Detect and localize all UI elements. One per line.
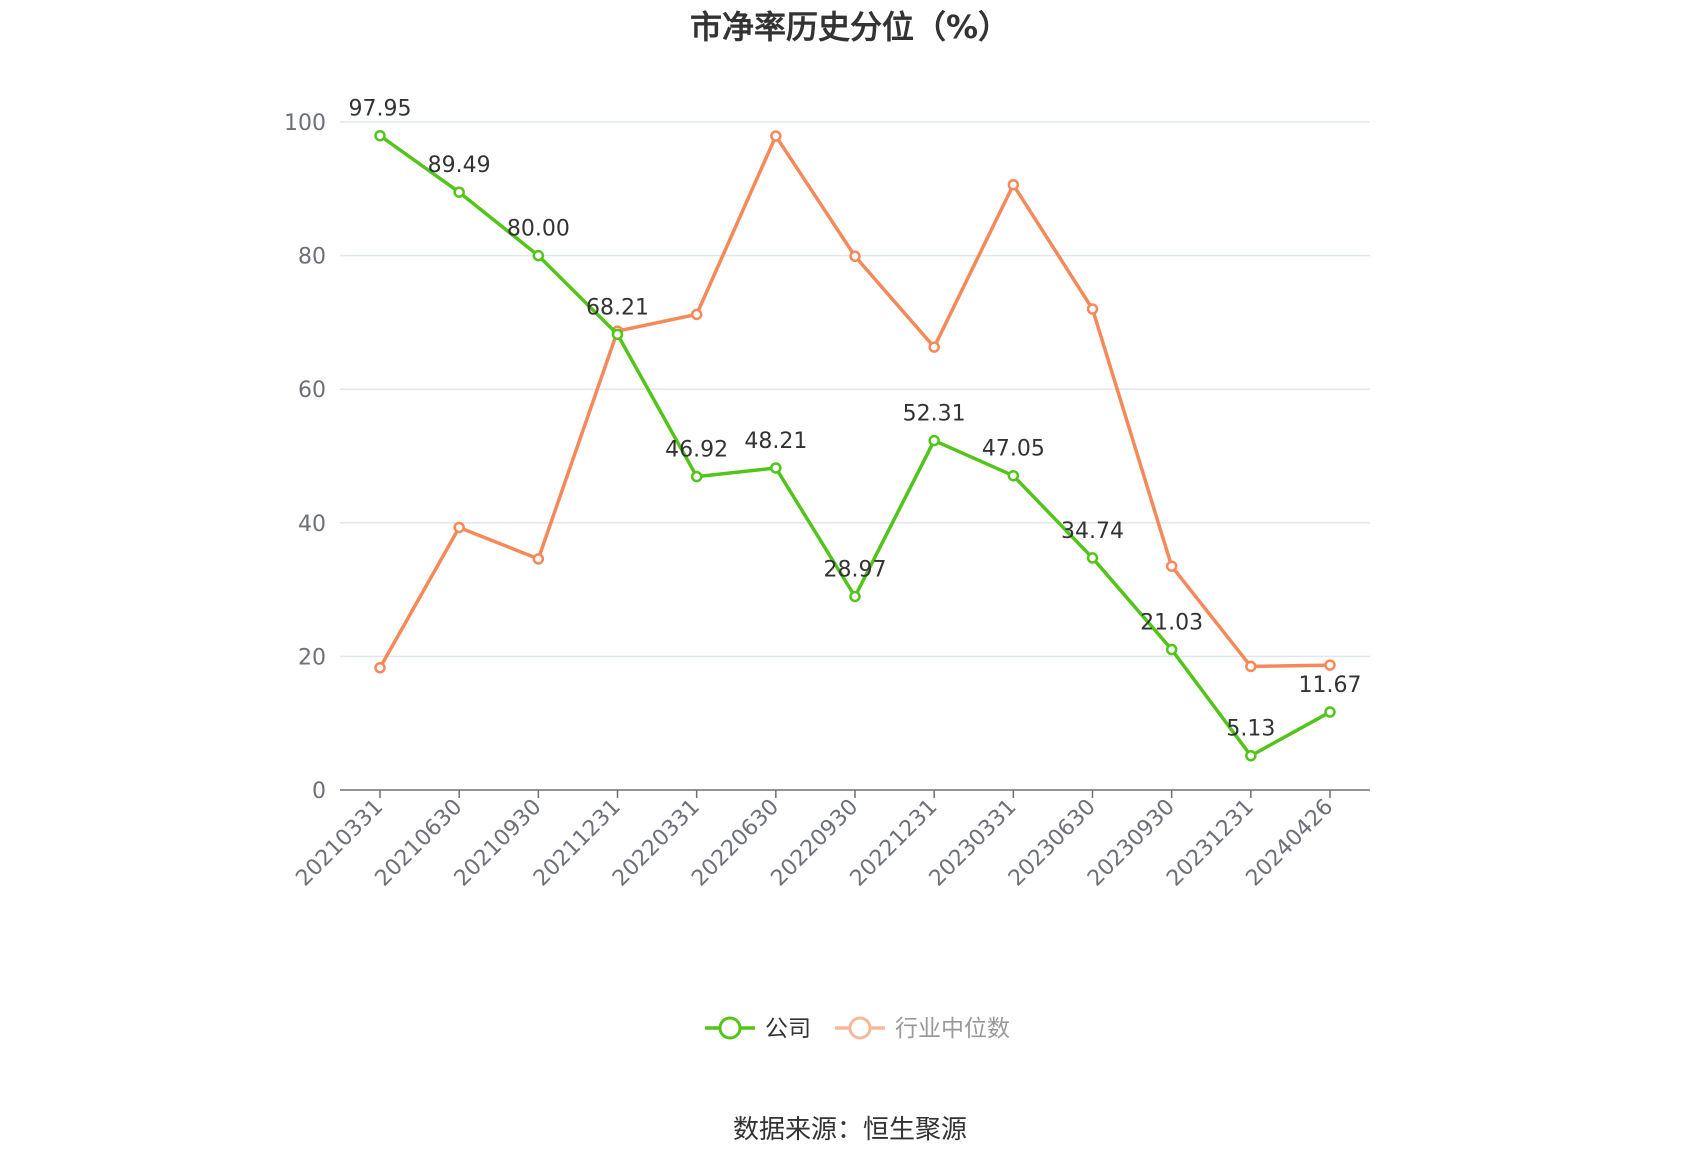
data-point[interactable]	[532, 553, 545, 565]
y-tick-label: 60	[298, 378, 326, 403]
y-tick-label: 100	[284, 111, 326, 136]
data-point[interactable]	[928, 434, 940, 447]
y-tick-label: 40	[298, 512, 326, 537]
series-1	[374, 130, 1336, 674]
data-label: 11.67	[1299, 673, 1362, 698]
data-point[interactable]	[611, 328, 624, 341]
legend-label: 公司	[765, 1016, 811, 1042]
data-label: 5.13	[1226, 717, 1275, 742]
series-0	[374, 129, 1336, 762]
legend-label: 行业中位数	[895, 1016, 1010, 1042]
data-point[interactable]	[849, 590, 861, 603]
data-label: 68.21	[586, 295, 649, 320]
data-label: 97.95	[349, 97, 412, 122]
data-label: 89.49	[428, 153, 491, 178]
legend[interactable]: 公司 行业中位数	[705, 1016, 1010, 1042]
data-source-note: 数据来源：恒生聚源	[733, 1115, 967, 1145]
legend-item[interactable]: 公司	[705, 1016, 811, 1042]
data-point[interactable]	[453, 521, 465, 534]
x-axis: 2021033120210630202109302021123120220331…	[291, 789, 1370, 891]
legend-item[interactable]: 行业中位数	[835, 1016, 1010, 1042]
data-label: 28.97	[824, 557, 887, 582]
data-point[interactable]	[770, 130, 782, 142]
data-point[interactable]	[1165, 560, 1178, 572]
legend-marker	[848, 1016, 872, 1040]
data-point[interactable]	[1324, 659, 1336, 671]
data-labels: 97.95 89.49 80.00 68.21 46.92 48.21 28.97 52.31…	[349, 97, 1362, 742]
data-label: 80.00	[507, 217, 570, 242]
data-point[interactable]	[374, 662, 386, 674]
data-label: 48.21	[744, 429, 807, 454]
legend-marker	[718, 1016, 742, 1040]
data-point[interactable]	[532, 249, 545, 262]
data-point[interactable]	[849, 250, 861, 263]
data-label: 34.74	[1061, 519, 1124, 544]
data-point[interactable]	[690, 470, 703, 483]
data-point[interactable]	[1086, 303, 1099, 315]
data-point[interactable]	[1165, 643, 1178, 656]
y-tick-label: 0	[312, 779, 326, 804]
y-axis: 0 20 40 60 80 100	[284, 111, 326, 804]
data-point[interactable]	[453, 186, 465, 198]
data-label: 52.31	[903, 402, 966, 427]
data-point[interactable]	[1324, 706, 1336, 718]
data-point[interactable]	[928, 341, 940, 353]
data-point[interactable]	[1245, 660, 1257, 673]
data-point[interactable]	[1007, 469, 1020, 482]
data-point[interactable]	[374, 129, 386, 142]
series-lines	[374, 129, 1336, 762]
grid-lines	[340, 121, 1370, 658]
data-label: 21.03	[1140, 611, 1203, 636]
data-point[interactable]	[1086, 552, 1099, 564]
data-point[interactable]	[770, 462, 782, 474]
data-point[interactable]	[1245, 749, 1257, 762]
y-tick-label: 80	[298, 245, 326, 270]
data-label: 47.05	[982, 437, 1045, 462]
y-tick-label: 20	[298, 645, 326, 670]
data-point[interactable]	[1007, 179, 1020, 191]
data-label: 46.92	[665, 438, 728, 463]
chart-title: 市净率历史分位（%）	[690, 8, 1010, 46]
data-point[interactable]	[690, 308, 703, 321]
